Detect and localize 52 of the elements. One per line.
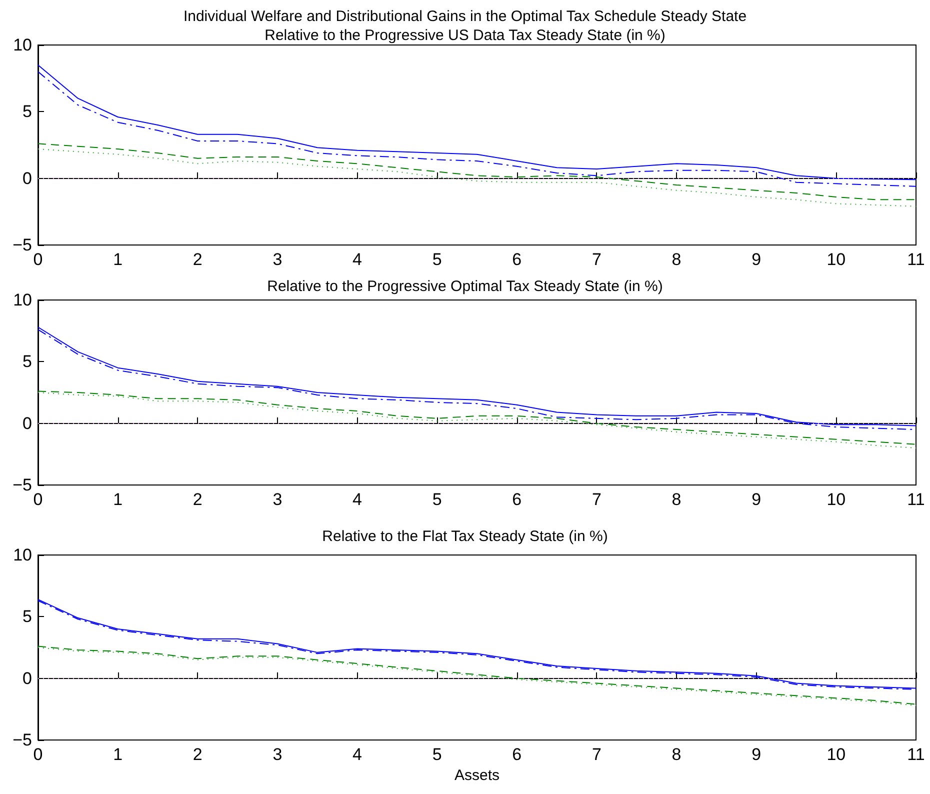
x-tick-label: 4	[352, 250, 362, 269]
y-tick-label: −5	[12, 236, 32, 254]
y-tick-label: 0	[22, 668, 32, 688]
x-tick-label: 5	[432, 745, 442, 764]
x-tick-label: 8	[672, 490, 682, 509]
x-tick-label: 7	[592, 250, 602, 269]
x-tick-label: 5	[432, 250, 442, 269]
y-tick-label: 10	[13, 290, 32, 310]
x-tick-label: 6	[512, 250, 522, 269]
x-axis-title: Assets	[454, 766, 500, 784]
x-tick-label: 1	[113, 745, 123, 764]
x-tick-label: 7	[592, 490, 602, 509]
y-tick-label: 5	[22, 607, 32, 626]
x-tick-label: 10	[826, 250, 846, 269]
x-tick-label: 9	[752, 490, 762, 509]
x-tick-label: 4	[352, 490, 362, 509]
y-tick-label: 0	[22, 168, 32, 188]
x-tick-label: 3	[272, 490, 282, 509]
x-tick-label: 9	[752, 745, 762, 764]
chart-title: Relative to the Flat Tax Steady State (in %)	[322, 528, 608, 545]
x-tick-label: 11	[907, 745, 925, 764]
x-tick-label: 10	[826, 745, 846, 764]
line-series	[38, 143, 916, 200]
x-tick-label: 9	[752, 250, 762, 269]
x-tick-label: 8	[672, 745, 682, 764]
x-tick-label: 8	[672, 250, 682, 269]
y-tick-label: 5	[22, 102, 32, 122]
y-tick-label: −5	[12, 730, 32, 750]
x-tick-label: 7	[592, 745, 602, 764]
x-tick-label: 3	[272, 745, 282, 764]
x-tick-label: 1	[113, 490, 123, 509]
x-tick-label: 11	[907, 490, 925, 509]
x-tick-label: 2	[192, 745, 202, 764]
y-tick-label: −5	[12, 476, 32, 494]
line-series	[38, 148, 916, 207]
x-tick-label: 2	[192, 490, 202, 509]
y-tick-label: 10	[13, 36, 32, 54]
x-tick-label: 6	[512, 490, 522, 509]
x-tick-label: 6	[512, 745, 522, 764]
x-tick-label: 4	[352, 745, 362, 764]
x-tick-label: 3	[272, 250, 282, 269]
y-tick-label: 10	[13, 546, 32, 564]
chart-subtitle: Relative to the Progressive US Data Tax Steady State (in %)	[264, 27, 666, 44]
y-tick-label: 0	[22, 414, 32, 433]
x-tick-label: 1	[113, 250, 123, 269]
x-tick-label: 5	[432, 490, 442, 509]
chart-title: Relative to the Progressive Optimal Tax Steady State (in %)	[267, 278, 663, 295]
y-tick-label: 5	[22, 352, 32, 372]
x-tick-label: 11	[907, 250, 925, 269]
chart-title: Individual Welfare and Distributional Gains in the Optimal Tax Schedule Steady State	[183, 8, 747, 25]
x-tick-label: 2	[192, 250, 202, 269]
x-tick-label: 10	[826, 490, 846, 509]
